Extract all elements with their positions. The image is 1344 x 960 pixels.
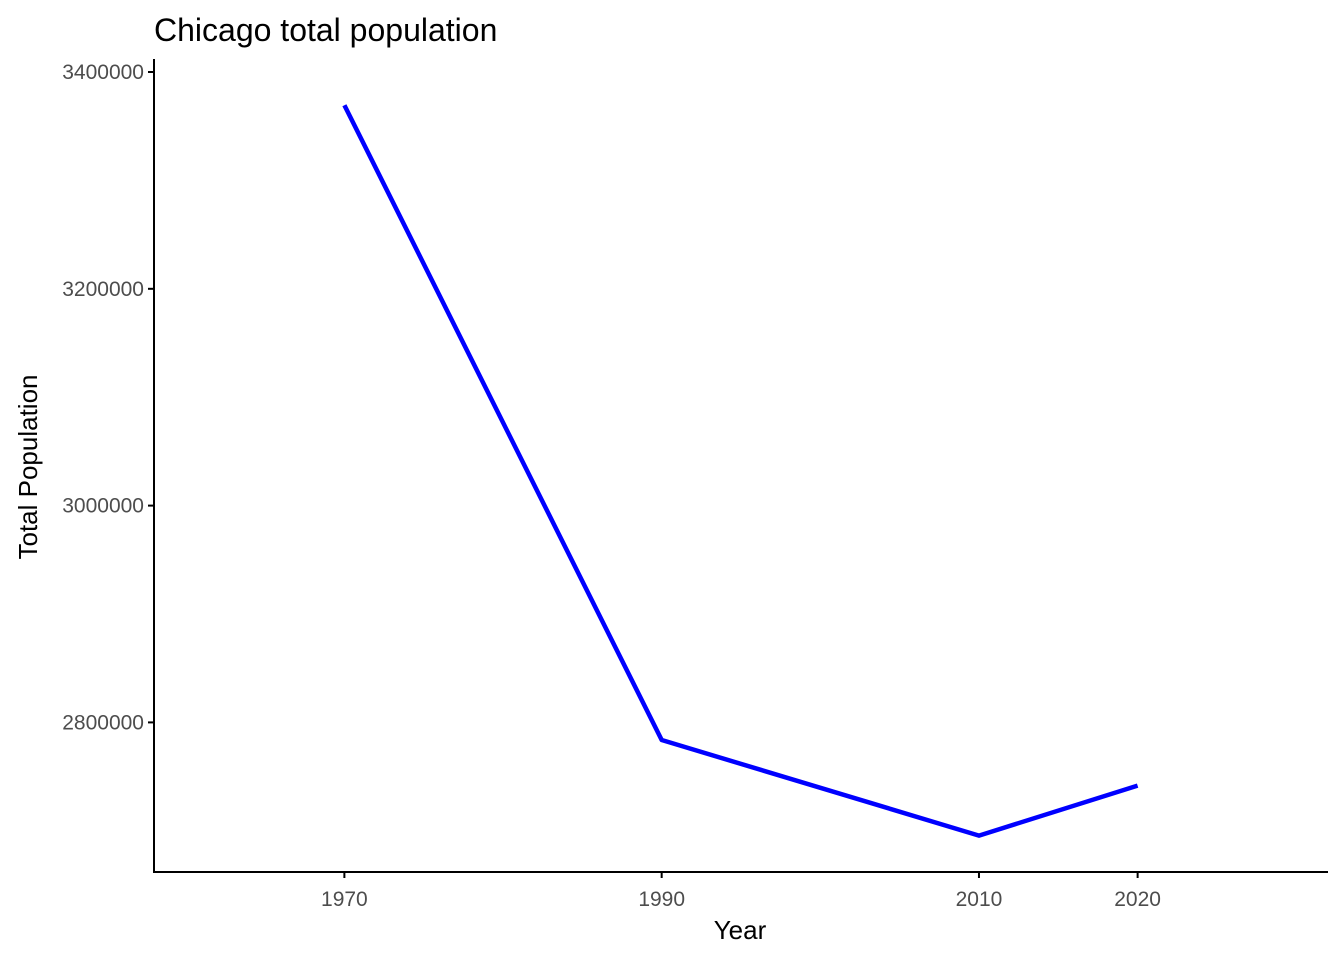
y-tick-label: 3000000 [62, 495, 144, 518]
x-tick-label: 2020 [1114, 888, 1161, 911]
x-tick-label: 2010 [956, 888, 1003, 911]
y-tick-label: 2800000 [62, 711, 144, 734]
series-line [342, 104, 1139, 838]
x-tick-label: 1970 [321, 888, 368, 911]
y-axis-title: Total Population [13, 374, 43, 559]
y-tick-label: 3200000 [62, 278, 144, 301]
chart-title: Chicago total population [154, 12, 497, 48]
x-axis-title: Year [714, 915, 767, 945]
x-tick-label: 1990 [638, 888, 685, 911]
series-layer [342, 104, 1139, 838]
y-axis-ticks: 2800000 3000000 3200000 3400000 [62, 61, 154, 734]
y-tick-label: 3400000 [62, 61, 144, 84]
x-axis-ticks: 1970 1990 2010 2020 [321, 872, 1161, 911]
